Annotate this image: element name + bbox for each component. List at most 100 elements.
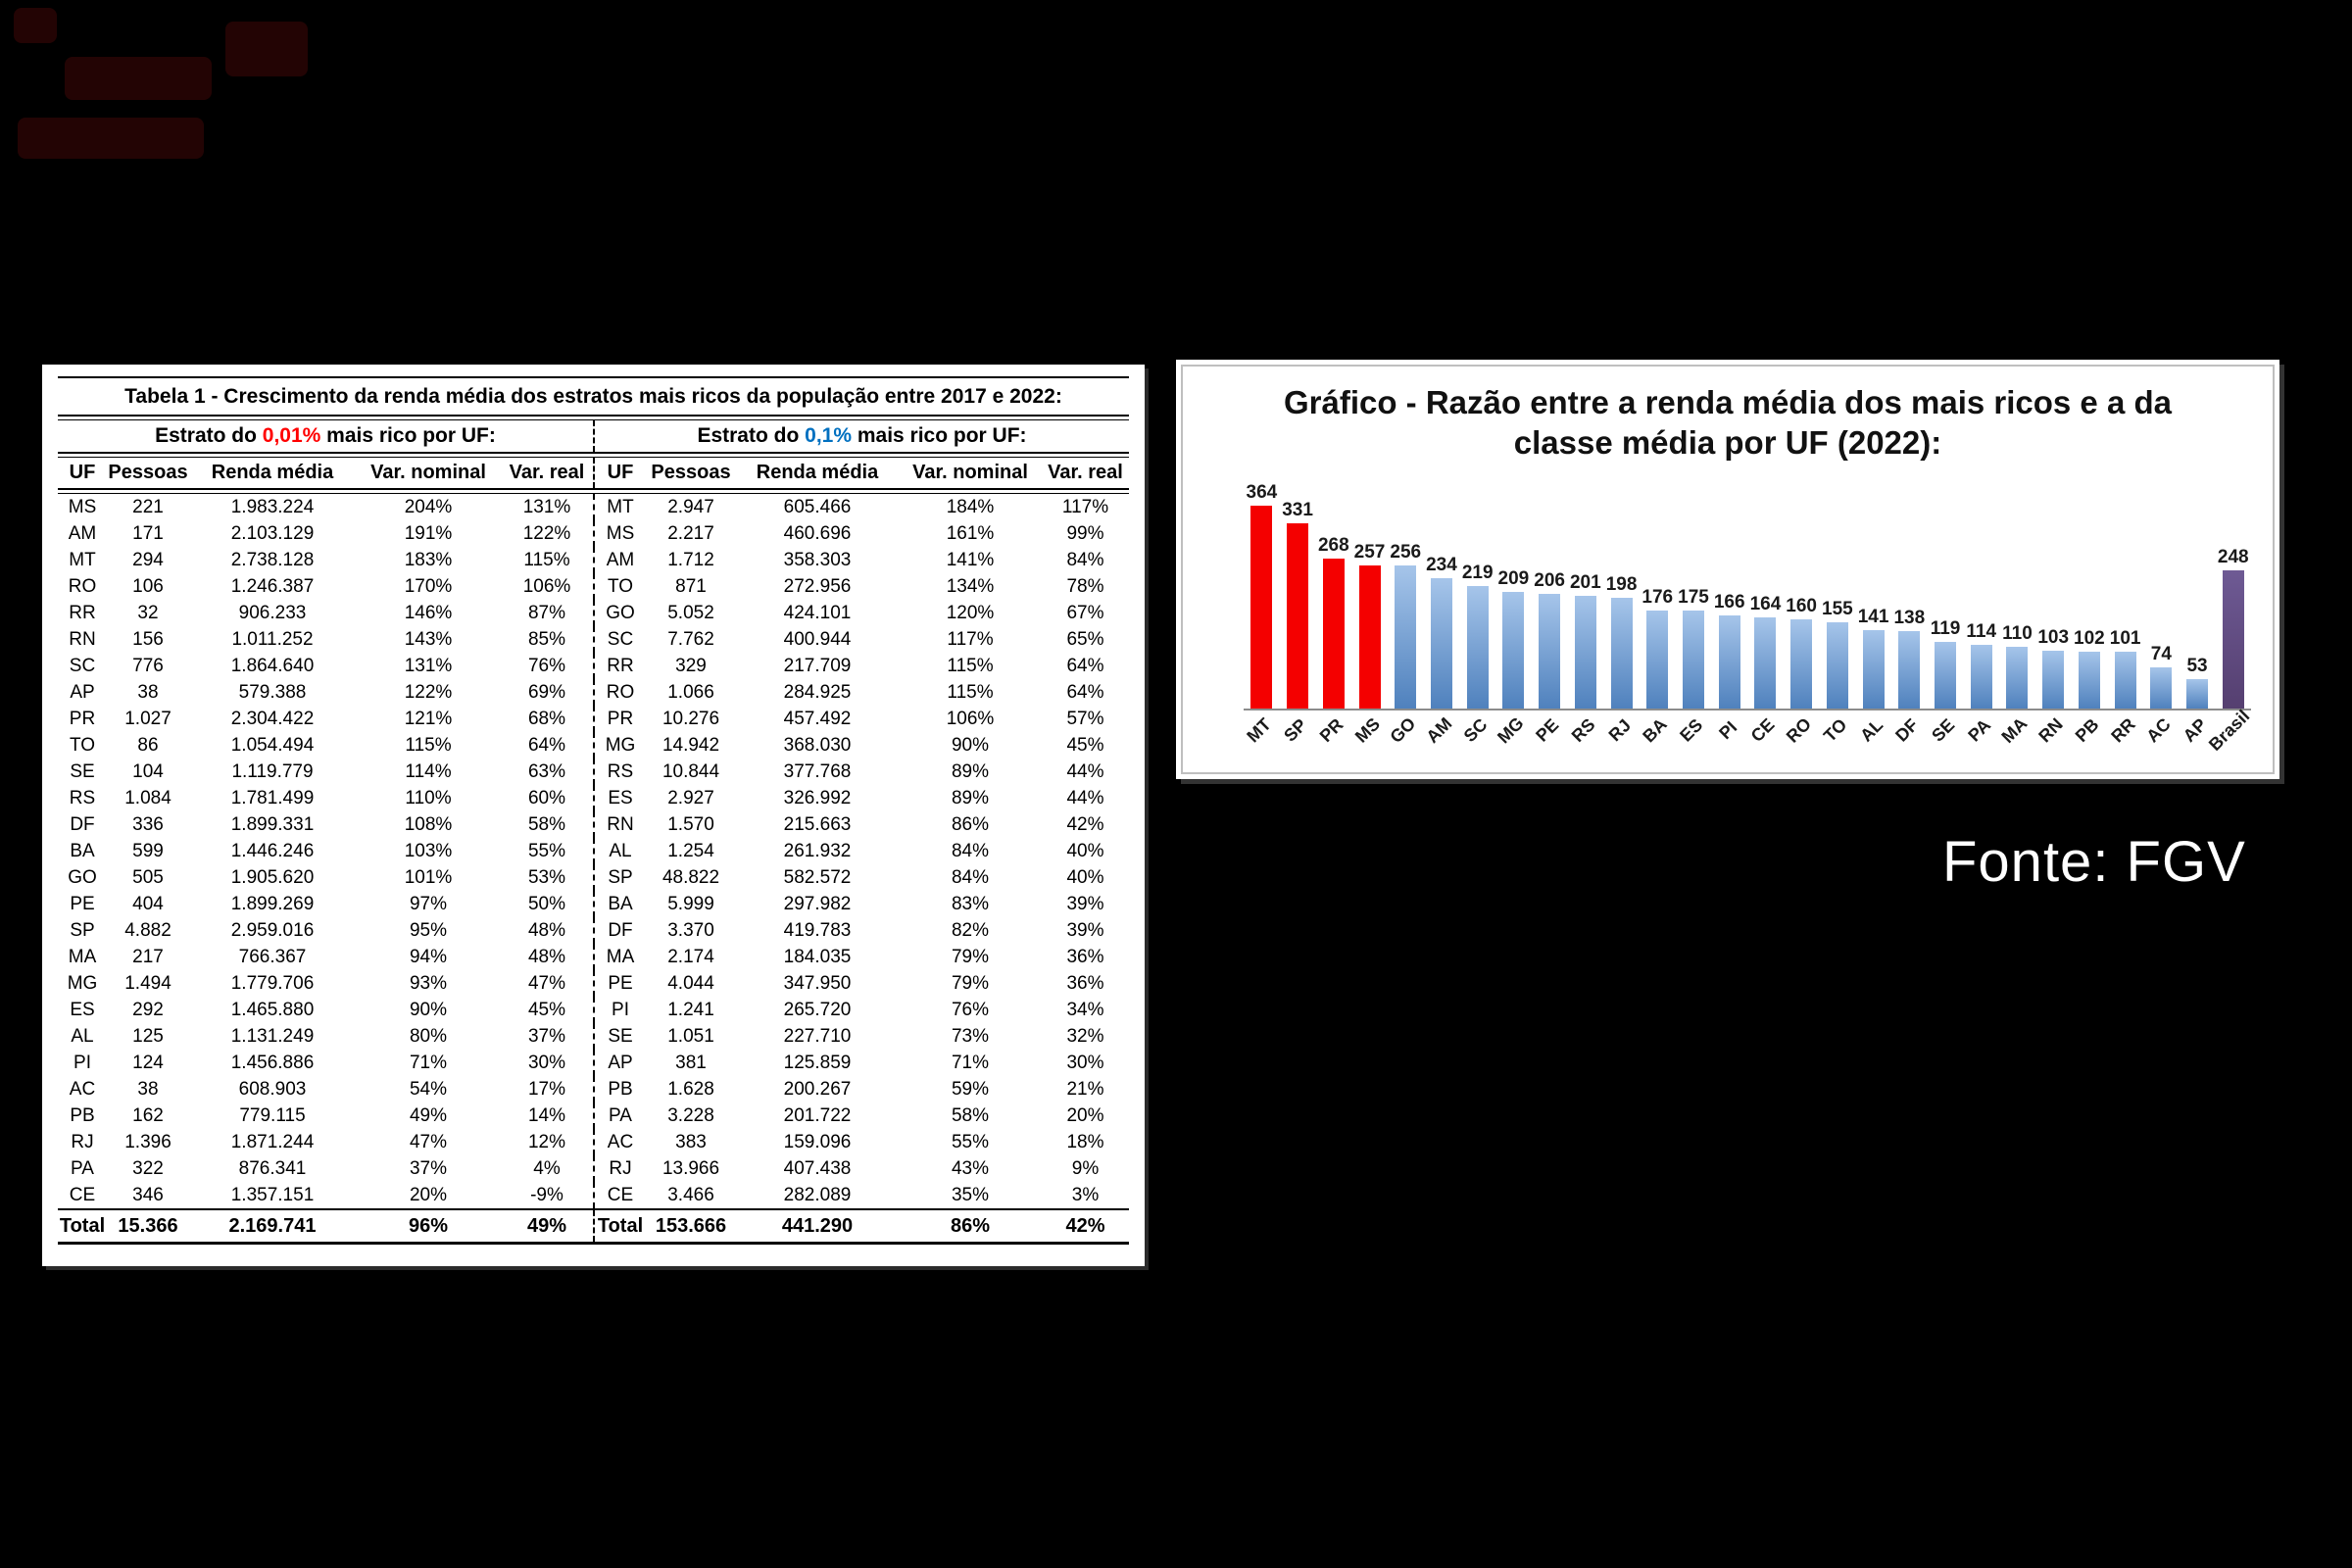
table-cell: Renda média <box>211 462 334 483</box>
bar-slot: 248 <box>2215 547 2251 709</box>
table-cell: 59% <box>951 1079 990 1100</box>
table-cell: MA <box>593 944 646 970</box>
bar-value-label: 248 <box>2217 546 2249 567</box>
table-cell: 2.947 <box>667 497 714 517</box>
table-cell: 39% <box>1066 920 1104 941</box>
table-cell: PE <box>593 970 646 997</box>
table-cell: 579.388 <box>238 682 307 703</box>
table-cell: 400.944 <box>783 629 852 650</box>
table-cell: ES <box>593 785 646 811</box>
table-cell: 265.720 <box>783 1000 852 1020</box>
bar <box>2006 646 2029 709</box>
table-cell: 20% <box>1066 1105 1104 1126</box>
table-cell: 171 <box>132 523 164 544</box>
table-cell: 90% <box>409 1000 448 1020</box>
table-cell: 38 <box>137 682 159 703</box>
table-cell: 1.871.244 <box>230 1132 315 1152</box>
table-cell: 404 <box>132 894 164 914</box>
bar <box>1466 585 1489 709</box>
table-cell: MS <box>68 497 97 517</box>
bar-slot: 101 <box>2107 628 2143 709</box>
table-cell: 45% <box>527 1000 566 1020</box>
group-left-prefix: Estrato do <box>155 424 263 447</box>
table-cell: 1.119.779 <box>231 761 314 782</box>
x-axis-label-text: PB <box>2071 713 2103 746</box>
table-cell: 326.992 <box>783 788 852 808</box>
table-row: PI 124 1.456.886 71% 30% AP 381 125.859 71% 30% <box>58 1050 1129 1076</box>
x-axis-label-text: RR <box>2106 713 2139 746</box>
table-cell: RR <box>69 603 96 623</box>
table-row: PE 404 1.899.269 97% 50% BA 5.999 297.982 83% 39% <box>58 891 1129 917</box>
table-cell: 4% <box>533 1158 561 1179</box>
table-cell: 122% <box>404 682 453 703</box>
table-cell: 608.903 <box>238 1079 307 1100</box>
table-cell: Var. nominal <box>912 462 1028 483</box>
x-axis-label-text: CE <box>1747 713 1779 746</box>
bar <box>1898 630 1921 709</box>
group-right-suffix: mais rico por UF: <box>852 424 1027 447</box>
table-cell: Renda média <box>756 462 879 483</box>
table-cell: 115% <box>947 656 994 676</box>
table-cell: 106 <box>132 576 164 597</box>
table-cell: 183% <box>404 550 453 570</box>
table-cell: 2.304.422 <box>230 709 315 729</box>
bar <box>1539 593 1561 709</box>
table-cell: 48% <box>527 947 566 967</box>
table-cell: 47% <box>527 973 566 994</box>
bar <box>1322 558 1345 709</box>
table-cell: 97% <box>409 894 448 914</box>
table-cell: 200.267 <box>783 1079 852 1100</box>
x-axis-label-text: RO <box>1783 713 1816 747</box>
table-cell: 48.822 <box>662 867 720 888</box>
table-cell: 5.999 <box>667 894 714 914</box>
table-cell: 86 <box>137 735 159 756</box>
x-axis-label-text: RN <box>2034 713 2068 746</box>
x-axis-label: DF <box>1891 710 1928 767</box>
table-cell: 599 <box>132 841 164 861</box>
table-cell: 78% <box>1066 576 1104 597</box>
table-cell: 906.233 <box>238 603 307 623</box>
table-cell: AL <box>71 1026 94 1047</box>
x-axis-label-text: RS <box>1567 713 1599 746</box>
table-cell: 14.942 <box>662 735 720 756</box>
source-label: Fonte: FGV <box>1942 830 2246 894</box>
table-cell: 2.174 <box>667 947 714 967</box>
table-cell: Var. nominal <box>370 462 486 483</box>
table-cell: 505 <box>132 867 164 888</box>
bar-value-label: 331 <box>1282 499 1313 520</box>
table-cell: 871 <box>675 576 707 597</box>
table-cell: 94% <box>409 947 448 967</box>
table-cell: 45% <box>1066 735 1104 756</box>
table-cell: 35% <box>951 1185 990 1205</box>
x-axis-label: TO <box>1820 710 1856 767</box>
table-cell: Var. real <box>509 462 585 483</box>
table-cell: RR <box>593 653 646 679</box>
table-cell: 441.290 <box>781 1215 854 1237</box>
table-cell: 106% <box>522 576 571 597</box>
table-row: RS 1.084 1.781.499 110% 60% ES 2.927 326.992 89%… <box>58 785 1129 811</box>
table-cell: 876.341 <box>238 1158 307 1179</box>
table-row: AM 171 2.103.129 191% 122% MS 2.217 460.696 161%… <box>58 520 1129 547</box>
table-cell: 10.276 <box>662 709 720 729</box>
table-cell: AM <box>593 547 646 573</box>
table-cell: 10.844 <box>662 761 720 782</box>
table-cell: 582.572 <box>783 867 852 888</box>
x-axis-label: RO <box>1783 710 1820 767</box>
table-cell: 114% <box>405 761 452 782</box>
table-cell: CE <box>69 1185 96 1205</box>
table-cell: 1.456.886 <box>230 1053 315 1073</box>
table-cell: 36% <box>1066 973 1104 994</box>
group-header-left: Estrato do 0,01% mais rico por UF: <box>58 420 593 452</box>
x-axis-label-text: PA <box>1964 714 1994 746</box>
x-axis-label: Brasil <box>2205 706 2254 767</box>
table-cell: 131% <box>522 497 571 517</box>
table-cell: 103% <box>404 841 453 861</box>
table-title: Tabela 1 - Crescimento da renda média do… <box>124 385 1062 408</box>
chart-title: Gráfico - Razão entre a renda média dos … <box>1283 384 2172 462</box>
table-cell: BA <box>593 891 646 917</box>
table-cell: 346 <box>132 1185 164 1205</box>
bar-slot: 74 <box>2143 644 2180 709</box>
bar-value-label: 256 <box>1390 541 1422 563</box>
table-cell: 18% <box>1066 1132 1104 1152</box>
x-axis-label: PI <box>1711 710 1747 767</box>
